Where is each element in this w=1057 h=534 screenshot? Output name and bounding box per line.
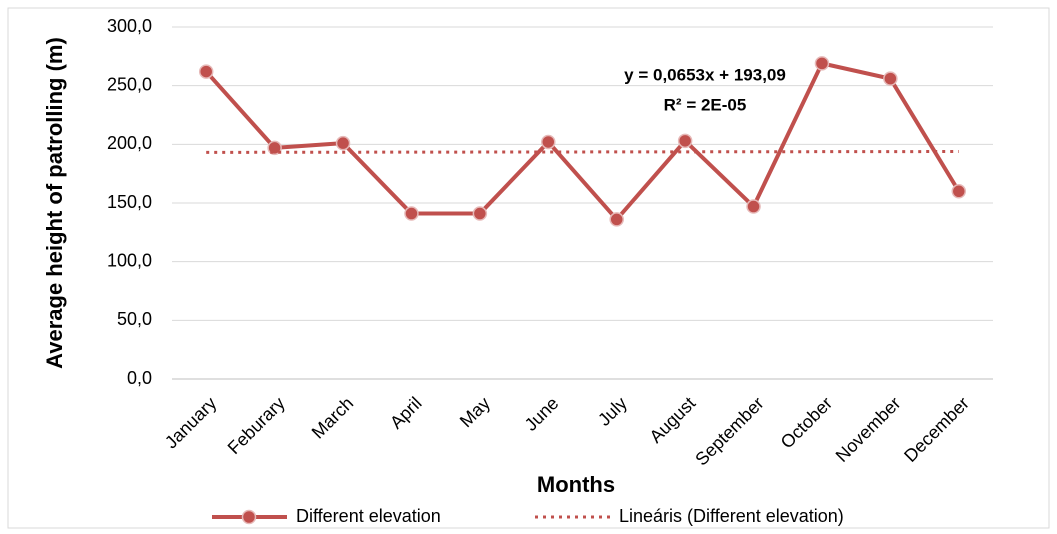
y-tick-label: 250,0 <box>107 74 152 94</box>
y-tick-label: 50,0 <box>117 309 152 329</box>
data-point <box>404 206 419 221</box>
trend-line <box>206 150 959 154</box>
y-tick-label: 150,0 <box>107 192 152 212</box>
legend-label: Lineáris (Different elevation) <box>619 506 844 526</box>
chart-frame <box>7 7 1050 529</box>
x-axis-title: Months <box>537 472 615 497</box>
data-line <box>204 61 961 222</box>
trend-equation: y = 0,0653x + 193,09 <box>624 65 786 84</box>
data-point <box>198 64 214 79</box>
data-point <box>541 134 556 150</box>
legend-label: Different elevation <box>296 506 441 526</box>
y-tick-label: 0,0 <box>127 368 152 388</box>
data-point <box>814 56 830 71</box>
legend-marker <box>241 509 257 525</box>
data-point <box>335 135 351 151</box>
data-point <box>883 71 898 86</box>
y-tick-label: 100,0 <box>107 250 152 270</box>
trend-r2: R² = 2E-05 <box>664 95 747 114</box>
y-tick-label: 300,0 <box>107 16 152 36</box>
data-point <box>609 212 624 227</box>
y-tick-label: 200,0 <box>107 133 152 153</box>
y-axis-title: Average height of patrolling (m) <box>42 37 67 369</box>
data-point <box>746 199 761 214</box>
data-point <box>677 133 693 149</box>
data-point <box>472 206 488 221</box>
data-point <box>951 184 967 199</box>
